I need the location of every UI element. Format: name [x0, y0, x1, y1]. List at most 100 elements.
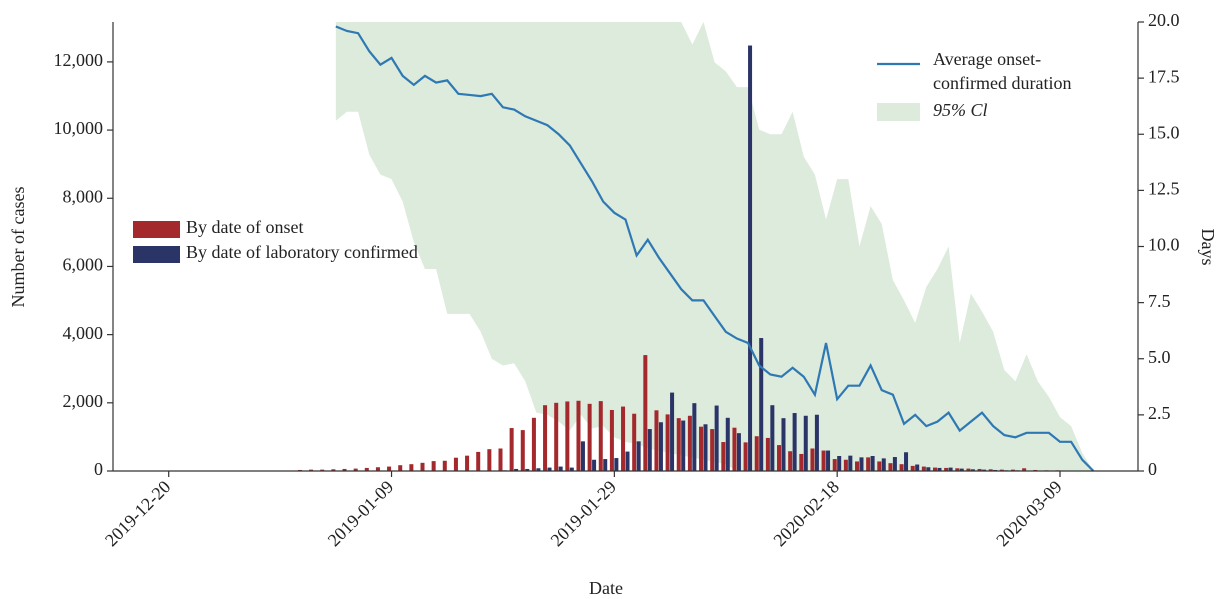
bar: [1010, 469, 1015, 471]
bar: [453, 457, 458, 471]
bar: [743, 442, 748, 471]
bar: [665, 414, 670, 471]
legend-label: 95% Cl: [933, 100, 988, 120]
bar: [970, 469, 975, 471]
y2-tick-label: 15.0: [1148, 122, 1180, 142]
bar-layer: [297, 45, 1093, 471]
bar: [658, 422, 663, 471]
bar: [859, 457, 864, 471]
bar: [810, 448, 815, 471]
bar: [770, 405, 775, 471]
bar: [670, 392, 675, 471]
bar: [837, 455, 842, 471]
bar: [531, 417, 536, 471]
line: [335, 25, 1095, 472]
bar: [598, 401, 603, 471]
bar: [632, 413, 637, 471]
bar: [614, 458, 619, 471]
bar: [543, 405, 548, 471]
y2-tick-label: 2.5: [1148, 403, 1171, 423]
y-tick-label: 4,000: [63, 323, 104, 343]
x-tick-label: 2019-01-29: [547, 477, 621, 551]
bar: [792, 413, 797, 471]
bar: [870, 455, 875, 471]
bar: [977, 468, 982, 471]
bar: [892, 457, 897, 471]
bar: [959, 468, 964, 471]
y2-axis-label: Days: [1198, 229, 1216, 266]
bar: [353, 468, 358, 471]
bar: [725, 417, 730, 471]
x-tick-label: 2019-12-20: [101, 477, 175, 551]
bar: [621, 406, 626, 471]
bar: [710, 429, 715, 471]
bar: [803, 415, 808, 471]
y-tick-label: 12,000: [54, 50, 104, 70]
bar: [487, 449, 492, 471]
y-tick-label: 6,000: [63, 255, 104, 275]
bar: [520, 430, 525, 471]
y2-tick-label: 10.0: [1148, 235, 1180, 255]
bar: [558, 466, 563, 471]
bar: [547, 467, 552, 471]
bar: [364, 467, 369, 471]
bar: [692, 403, 697, 471]
bar: [754, 436, 759, 471]
y2-tick-label: 17.5: [1148, 66, 1180, 86]
bar: [409, 464, 414, 471]
legend-label: By date of onset: [186, 217, 303, 237]
bar: [536, 468, 541, 471]
bar: [576, 400, 581, 471]
y-tick-label: 0: [94, 459, 103, 479]
x-tick-label: 2019-01-09: [324, 477, 398, 551]
bar: [777, 445, 782, 471]
bar: [910, 465, 915, 471]
bar: [799, 453, 804, 471]
bar: [431, 461, 436, 471]
bar: [814, 414, 819, 471]
legend: By date of onset By date of laboratory co…: [133, 49, 1071, 263]
area-layer: [335, 22, 1094, 471]
bar: [375, 467, 380, 471]
bar: [955, 468, 960, 471]
bar: [309, 469, 314, 471]
y2-tick-label: 0: [1148, 459, 1157, 479]
bar: [625, 451, 630, 471]
bar: [832, 459, 837, 471]
bar: [821, 450, 826, 471]
bar: [759, 338, 764, 471]
bar: [320, 469, 325, 471]
y2-tick-label: 12.5: [1148, 179, 1180, 199]
bar: [699, 426, 704, 471]
bar: [937, 467, 942, 471]
bar: [342, 468, 347, 471]
bar: [681, 420, 686, 471]
bar: [888, 463, 893, 471]
y-axis-label: Number of cases: [8, 187, 28, 308]
bar: [465, 455, 470, 471]
x-axis-label: Date: [589, 578, 623, 598]
bar: [736, 433, 741, 471]
legend-label: Average onset-confirmed duration: [933, 49, 1071, 93]
bar: [569, 467, 574, 471]
bar: [944, 467, 949, 471]
bar: [899, 464, 904, 471]
bar: [476, 451, 481, 471]
bar: [933, 467, 938, 471]
bar: [781, 418, 786, 471]
bar: [988, 469, 993, 471]
bar: [565, 401, 570, 471]
legend-label: By date of laboratory confirmed: [186, 242, 418, 262]
bar: [580, 441, 585, 471]
bar: [636, 441, 641, 471]
y2-tick-label: 20.0: [1148, 10, 1180, 30]
bar: [732, 427, 737, 471]
confidence-band: [335, 22, 1094, 471]
line-layer: [335, 25, 1095, 472]
bar: [703, 424, 708, 471]
bar: [420, 462, 425, 471]
y2-tick-label: 5.0: [1148, 347, 1171, 367]
bar: [676, 418, 681, 471]
